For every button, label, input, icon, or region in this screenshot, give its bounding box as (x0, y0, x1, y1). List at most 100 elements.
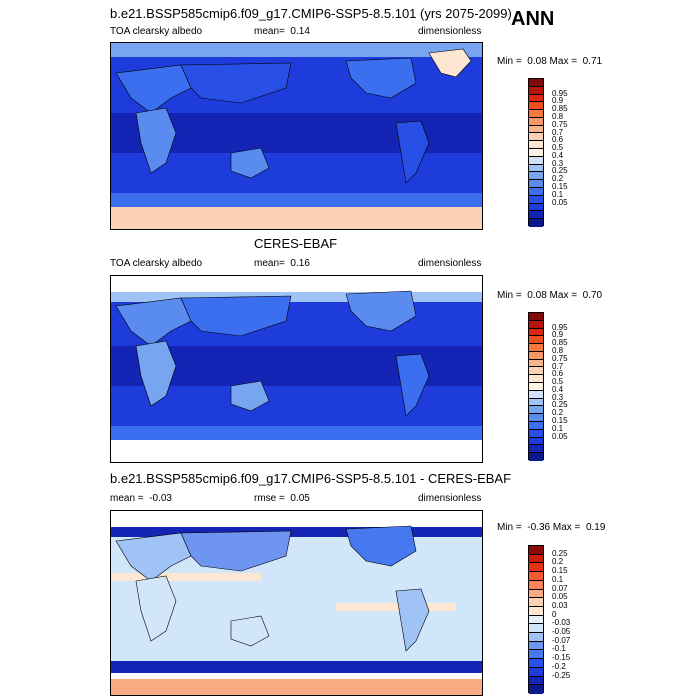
asia-shape (180, 62, 292, 104)
arctic-missing-band (111, 276, 482, 292)
colorbar-tick-label: -0.2 (552, 661, 566, 671)
colorbar-segment (529, 125, 543, 134)
panel1-mean: mean= 0.14 (254, 26, 310, 37)
australia-shape (230, 380, 270, 412)
colorbar-tick-label: 0.03 (552, 600, 568, 610)
panel2-title: CERES-EBAF (254, 236, 338, 251)
colorbar-segment (529, 219, 543, 227)
australia-shape (230, 147, 270, 179)
colorbar-tick-label: 0.9 (552, 96, 564, 106)
panel1-map-svg (111, 43, 482, 229)
southern-ocean-negative (111, 661, 482, 673)
colorbar-segment (529, 429, 543, 438)
antarctica-fill (111, 207, 482, 229)
panel2-minmax: Min = 0.08 Max = 0.70 (497, 290, 603, 301)
panel3-colorbar (528, 545, 544, 694)
panel2-colorbar (528, 312, 544, 461)
colorbar-segment (529, 453, 543, 461)
high-latitude-band (111, 292, 482, 302)
south-america-shape (395, 353, 430, 417)
colorbar-tick-label: 0.15 (552, 416, 568, 426)
colorbar-segment (529, 659, 543, 668)
colorbar-segment (529, 117, 543, 126)
panel2-field-label: TOA clearsky albedo (110, 258, 203, 269)
panel1-colorbar (528, 78, 544, 227)
panel3-map (110, 510, 483, 696)
north-america-shape (345, 57, 417, 99)
colorbar-segment (529, 180, 543, 188)
colorbar-segment (529, 398, 543, 407)
colorbar-segment (529, 172, 543, 181)
colorbar-segment (529, 313, 543, 321)
panel2-map (110, 275, 483, 463)
north-america-shape (345, 290, 417, 332)
panel1-units: dimensionless (418, 26, 482, 37)
colorbar-tick-label: 0.75 (552, 119, 568, 129)
colorbar-segment (529, 406, 543, 415)
colorbar-segment (529, 563, 543, 573)
colorbar-tick-label: 0.2 (552, 557, 564, 567)
colorbar-segment (529, 667, 543, 677)
colorbar-tick-label: 0.85 (552, 338, 568, 348)
south-america-shape (395, 120, 430, 184)
colorbar-segment (529, 102, 543, 111)
panel2-map-svg (111, 276, 482, 462)
colorbar-segment (529, 359, 543, 368)
colorbar-segment (529, 375, 543, 384)
arctic-band (111, 43, 482, 57)
south-america-shape (395, 588, 430, 652)
colorbar-tick-label: 0.8 (552, 111, 564, 121)
colorbar-segment (529, 320, 543, 329)
colorbar-segment (529, 86, 543, 95)
asia-shape (180, 295, 292, 337)
colorbar-tick-label: -0.15 (552, 653, 571, 663)
antarctic-edge-missing (111, 673, 482, 679)
colorbar-segment (529, 641, 543, 651)
positive-band-west (111, 573, 261, 581)
colorbar-segment (529, 110, 543, 118)
asia-shape (180, 530, 292, 572)
africa-shape (135, 575, 177, 642)
panel2-units: dimensionless (418, 258, 482, 269)
colorbar-segment (529, 445, 543, 454)
colorbar-segment (529, 685, 543, 694)
colorbar-segment (529, 156, 543, 165)
panel1-minmax: Min = 0.08 Max = 0.71 (497, 56, 603, 67)
colorbar-segment (529, 187, 543, 196)
colorbar-tick-label: 0.6 (552, 369, 564, 379)
colorbar-segment (529, 195, 543, 204)
colorbar-segment (529, 624, 543, 634)
colorbar-tick-label: 0.6 (552, 135, 564, 145)
colorbar-segment (529, 328, 543, 337)
colorbar-tick-label: 0.95 (552, 322, 568, 332)
colorbar-tick-label: 0.7 (552, 361, 564, 371)
colorbar-segment (529, 598, 543, 607)
colorbar-segment (529, 676, 543, 686)
colorbar-tick-label: 0.5 (552, 143, 564, 153)
colorbar-tick-label: 0.05 (552, 431, 568, 441)
colorbar-segment (529, 589, 543, 599)
figure-title: b.e21.BSSP585cmip6.f09_g17.CMIP6-SSP5-8.… (110, 6, 512, 21)
colorbar-tick-label: 0.1 (552, 423, 564, 433)
colorbar-segment (529, 633, 543, 642)
colorbar-segment (529, 615, 543, 625)
colorbar-tick-label: 0.95 (552, 88, 568, 98)
colorbar-tick-label: -0.03 (552, 618, 571, 628)
panel3-map-svg (111, 511, 482, 695)
colorbar-tick-label: 0.15 (552, 566, 568, 576)
colorbar-segment (529, 351, 543, 360)
panel3-minmax: Min = -0.36 Max = 0.19 (497, 522, 606, 533)
australia-shape (230, 615, 270, 647)
colorbar-tick-label: 0.4 (552, 150, 564, 160)
arctic-negative-band (111, 527, 482, 537)
colorbar-tick-label: 0.85 (552, 104, 568, 114)
north-america-shape (345, 525, 417, 567)
colorbar-tick-label: 0.1 (552, 189, 564, 199)
colorbar-segment (529, 79, 543, 87)
colorbar-tick-label: 0.25 (552, 548, 568, 558)
panel3-units: dimensionless (418, 493, 482, 504)
colorbar-segment (529, 383, 543, 391)
colorbar-segment (529, 141, 543, 150)
colorbar-tick-label: 0.2 (552, 174, 564, 184)
colorbar-tick-label: 0.5 (552, 377, 564, 387)
